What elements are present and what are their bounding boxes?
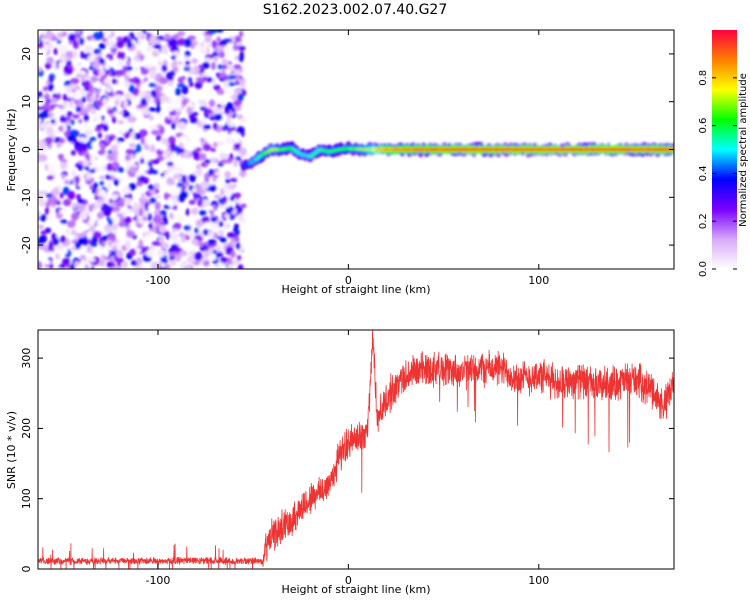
heatmap-y-tick-label: -10 — [20, 188, 33, 206]
heatmap-y-tick-label: 0 — [20, 146, 33, 153]
snr-y-label: SNR (10 * v/v) — [5, 411, 18, 489]
snr-y-tick-label: 100 — [20, 488, 33, 509]
heatmap-y-tick-label: 20 — [20, 47, 33, 61]
snr-y-ticks: 0 100 200 300 — [20, 348, 674, 573]
colorbar-gradient — [712, 30, 737, 269]
snr-x-tick-label: -100 — [145, 574, 170, 587]
colorbar-tick-label: 0.4 — [698, 165, 709, 181]
colorbar: 0.0 0.2 0.4 0.6 0.8 Normalized spectral ampl… — [698, 30, 749, 277]
snr-x-tick-label: 0 — [345, 574, 352, 587]
heatmap-y-tick-label: -20 — [20, 236, 33, 254]
figure-title: S162.2023.002.07.40.G27 — [263, 2, 448, 18]
colorbar-tick-label: 0.2 — [698, 213, 709, 229]
heatmap-y-tick-label: 10 — [20, 95, 33, 109]
heatmap-x-ticks: -100 0 100 — [145, 30, 549, 287]
heatmap-marks — [38, 30, 674, 269]
colorbar-tick-label: 0.6 — [698, 118, 709, 134]
heatmap-x-tick-label: 0 — [345, 274, 352, 287]
heatmap-noise — [38, 30, 247, 269]
heatmap-x-tick-label: -100 — [145, 274, 170, 287]
snr-series-line — [38, 330, 674, 569]
heatmap-y-label: Frequency (Hz) — [5, 109, 18, 192]
snr-y-tick-label: 200 — [20, 418, 33, 439]
snr-frame — [37, 329, 675, 570]
colorbar-tick-label: 0.0 — [698, 261, 709, 277]
snr-x-ticks: -100 0 100 — [145, 330, 549, 587]
colorbar-tick-label: 0.8 — [698, 70, 709, 86]
snr-x-label: Height of straight line (km) — [281, 583, 430, 596]
snr-y-tick-label: 0 — [20, 566, 33, 573]
snr-marks — [38, 330, 674, 569]
snr-x-tick-label: 100 — [528, 574, 549, 587]
colorbar-ticks: 0.0 0.2 0.4 0.6 0.8 — [698, 70, 737, 277]
snr-y-tick-label: 300 — [20, 348, 33, 369]
heatmap-x-tick-label: 100 — [528, 274, 549, 287]
heatmap-x-label: Height of straight line (km) — [281, 283, 430, 296]
snr-panel: -100 0 100 0 100 200 300 Height of straight l… — [5, 329, 675, 596]
colorbar-label: Normalized spectral amplitude — [738, 73, 749, 227]
heatmap-y-ticks: -20 -10 0 10 20 — [20, 47, 674, 254]
heatmap-signal — [240, 141, 674, 172]
